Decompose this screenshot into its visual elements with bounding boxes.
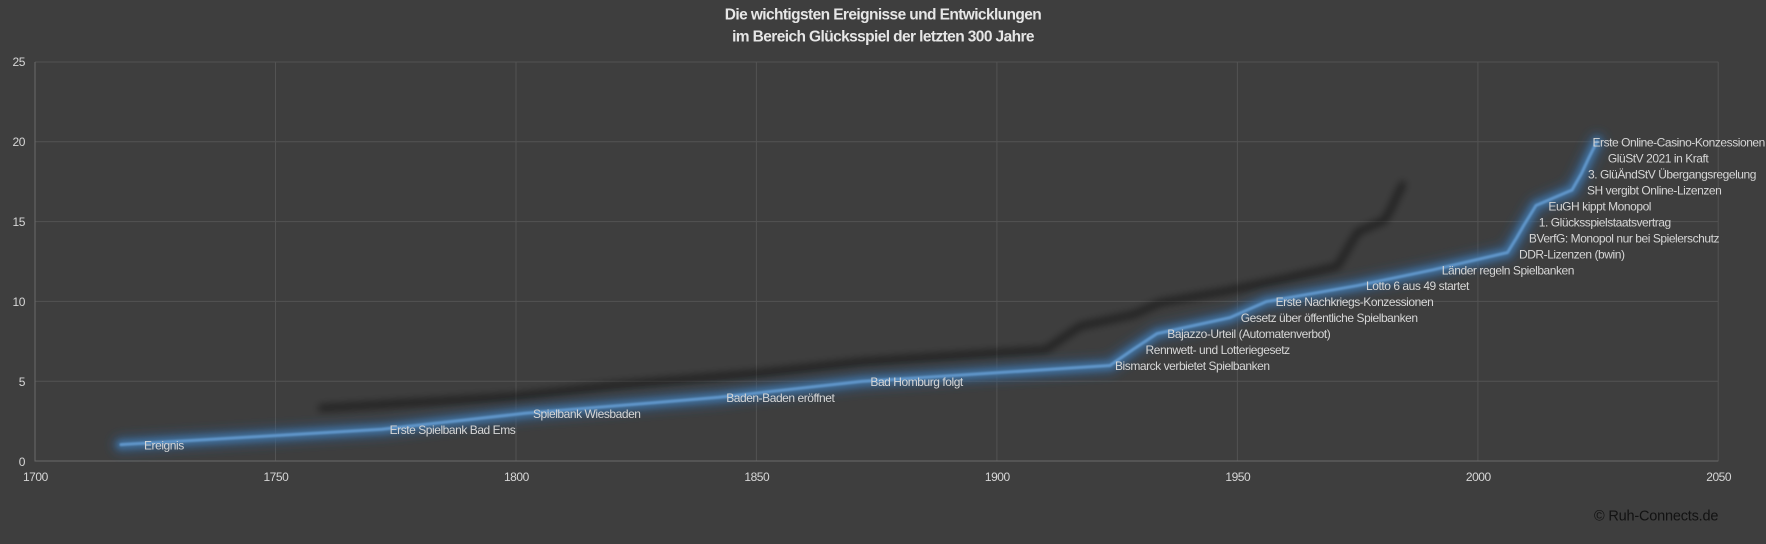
svg-text:5: 5 [19, 375, 26, 389]
svg-text:Erste Online-Casino-Konzession: Erste Online-Casino-Konzessionen [1593, 136, 1765, 150]
svg-text:© Ruh-Connects.de: © Ruh-Connects.de [1594, 509, 1718, 525]
svg-text:Länder regeln Spielbanken: Länder regeln Spielbanken [1442, 263, 1574, 277]
svg-text:1. Glücksspielstaatsvertrag: 1. Glücksspielstaatsvertrag [1539, 215, 1671, 229]
svg-text:Bad Homburg folgt: Bad Homburg folgt [870, 375, 964, 389]
svg-text:1950: 1950 [1225, 470, 1251, 484]
svg-text:Spielbank Wiesbaden: Spielbank Wiesbaden [533, 407, 641, 421]
svg-text:0: 0 [19, 455, 26, 469]
svg-text:2000: 2000 [1466, 470, 1492, 484]
svg-text:Baden-Baden eröffnet: Baden-Baden eröffnet [726, 391, 835, 405]
svg-text:25: 25 [13, 55, 26, 69]
svg-text:im Bereich Glücksspiel der let: im Bereich Glücksspiel der letzten 300 J… [732, 29, 1035, 46]
svg-text:15: 15 [13, 215, 26, 229]
svg-text:Gesetz über öffentliche Spielb: Gesetz über öffentliche Spielbanken [1241, 311, 1418, 325]
svg-text:Erste Spielbank Bad Ems: Erste Spielbank Bad Ems [390, 423, 516, 437]
svg-text:1800: 1800 [504, 470, 530, 484]
svg-text:Ereignis: Ereignis [144, 439, 184, 453]
svg-text:SH vergibt Online-Lizenzen: SH vergibt Online-Lizenzen [1587, 184, 1721, 198]
svg-text:1900: 1900 [985, 470, 1011, 484]
svg-text:Die wichtigsten Ereignisse und: Die wichtigsten Ereignisse und Entwicklu… [725, 7, 1042, 24]
svg-text:Rennwett- und Lotteriegesetz: Rennwett- und Lotteriegesetz [1146, 343, 1291, 357]
svg-text:EuGH kippt Monopol: EuGH kippt Monopol [1548, 200, 1651, 214]
svg-text:1850: 1850 [744, 470, 770, 484]
svg-text:2050: 2050 [1706, 470, 1732, 484]
svg-text:10: 10 [13, 295, 26, 309]
svg-text:3. GlüÄndStV Übergangsregelung: 3. GlüÄndStV Übergangsregelung [1588, 168, 1756, 182]
svg-text:BVerfG: Monopol nur bei Spiele: BVerfG: Monopol nur bei Spielerschutz [1529, 231, 1720, 245]
svg-text:Erste Nachkriegs-Konzessionen: Erste Nachkriegs-Konzessionen [1276, 295, 1434, 309]
svg-text:1750: 1750 [263, 470, 289, 484]
svg-text:20: 20 [13, 135, 26, 149]
svg-text:Bajazzo-Urteil (Automatenverbo: Bajazzo-Urteil (Automatenverbot) [1167, 327, 1330, 341]
svg-text:Bismarck verbietet Spielbanken: Bismarck verbietet Spielbanken [1115, 359, 1270, 373]
svg-text:Lotto 6 aus 49 startet: Lotto 6 aus 49 startet [1366, 279, 1470, 293]
svg-text:GlüStV 2021 in Kraft: GlüStV 2021 in Kraft [1608, 152, 1710, 166]
svg-text:DDR-Lizenzen (bwin): DDR-Lizenzen (bwin) [1519, 247, 1625, 261]
svg-text:1700: 1700 [23, 470, 49, 484]
